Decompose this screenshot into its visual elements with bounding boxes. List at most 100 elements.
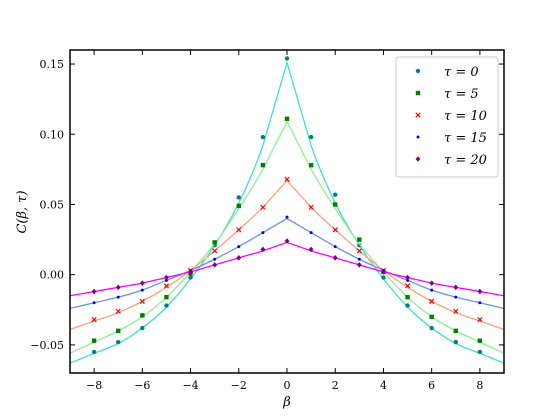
legend-marker bbox=[415, 112, 421, 118]
data-point bbox=[164, 278, 168, 282]
data-point bbox=[309, 231, 313, 235]
y-tick-label: 0.05 bbox=[40, 198, 65, 211]
data-point bbox=[236, 195, 241, 200]
data-point-stroke bbox=[453, 308, 459, 314]
data-point bbox=[284, 56, 290, 61]
series-2 bbox=[70, 176, 504, 331]
data-point bbox=[116, 339, 121, 345]
data-point bbox=[429, 298, 435, 305]
series-3 bbox=[70, 215, 504, 310]
data-point bbox=[357, 237, 362, 242]
data-point bbox=[308, 246, 314, 253]
data-point-stroke bbox=[115, 308, 121, 314]
data-point bbox=[477, 338, 483, 343]
legend-item: τ = 10 bbox=[415, 109, 487, 124]
data-point-stroke bbox=[284, 176, 290, 182]
data-point bbox=[140, 288, 144, 292]
data-point bbox=[91, 349, 97, 355]
data-point bbox=[164, 294, 169, 300]
data-point bbox=[260, 162, 266, 168]
data-point bbox=[115, 308, 121, 314]
data-point-stroke bbox=[308, 204, 314, 210]
legend-label: τ = 15 bbox=[444, 131, 487, 146]
legend-marker bbox=[416, 135, 420, 139]
data-point bbox=[91, 338, 97, 343]
series-4 bbox=[70, 238, 504, 297]
x-axis-label: β bbox=[282, 395, 291, 410]
data-point-stroke bbox=[260, 204, 266, 210]
data-point bbox=[260, 246, 266, 253]
legend-item: τ = 15 bbox=[416, 131, 487, 146]
x-tick-label: −4 bbox=[182, 379, 198, 392]
legend-marker bbox=[415, 156, 421, 162]
data-point bbox=[236, 203, 241, 209]
data-point bbox=[188, 275, 193, 280]
x-tick-label: 8 bbox=[476, 379, 483, 392]
data-point-stroke bbox=[236, 227, 242, 233]
data-point bbox=[164, 274, 169, 281]
data-point bbox=[332, 255, 338, 261]
data-point bbox=[453, 308, 459, 314]
data-point bbox=[212, 248, 218, 254]
legend-item: τ = 20 bbox=[415, 153, 487, 168]
data-point bbox=[116, 328, 121, 334]
x-tick-label: 4 bbox=[380, 379, 387, 392]
data-point-stroke bbox=[429, 298, 435, 305]
data-point bbox=[477, 349, 483, 355]
y-tick-label: −0.05 bbox=[30, 339, 64, 352]
legend-box bbox=[395, 56, 499, 178]
data-point-stroke bbox=[212, 248, 218, 254]
data-point bbox=[429, 325, 434, 331]
data-point bbox=[236, 227, 242, 233]
data-point bbox=[260, 204, 266, 210]
x-tick-label: 0 bbox=[284, 379, 291, 392]
y-tick-label: 0.10 bbox=[40, 128, 65, 141]
ticks-layer: −8 −6 −4 −2 0 2 4 6 8 −0.05 0.00 0.05 0.10 0.15 bbox=[30, 50, 504, 392]
data-point-stroke bbox=[163, 283, 170, 289]
legend-item: τ = 5 bbox=[415, 87, 479, 102]
legend: τ = 0 τ = 5 τ = 10 τ = 15 τ = 20 bbox=[395, 56, 499, 178]
data-point bbox=[92, 301, 96, 305]
data-point-stroke bbox=[356, 248, 362, 254]
data-point bbox=[381, 275, 386, 280]
x-tick-label: −2 bbox=[231, 379, 247, 392]
data-point bbox=[453, 339, 458, 345]
legend-label: τ = 0 bbox=[444, 65, 479, 80]
series-layer bbox=[70, 56, 504, 364]
data-point bbox=[333, 192, 338, 197]
data-point-stroke bbox=[91, 317, 97, 323]
data-point bbox=[477, 317, 483, 323]
data-point bbox=[333, 245, 337, 249]
data-point bbox=[308, 134, 314, 140]
data-point bbox=[357, 243, 362, 248]
data-point bbox=[405, 303, 410, 308]
data-point bbox=[261, 231, 265, 235]
data-point bbox=[164, 303, 169, 308]
data-point bbox=[188, 269, 193, 275]
data-point bbox=[405, 274, 410, 281]
data-point bbox=[115, 284, 121, 291]
fit-line-3 bbox=[70, 217, 504, 310]
data-point bbox=[453, 328, 458, 334]
data-point-stroke bbox=[332, 227, 338, 233]
data-point bbox=[284, 116, 290, 122]
data-point bbox=[260, 134, 266, 140]
data-point bbox=[139, 280, 145, 286]
data-point bbox=[91, 317, 97, 323]
data-point bbox=[405, 294, 410, 300]
data-point-stroke bbox=[404, 283, 411, 289]
data-point bbox=[237, 245, 241, 249]
y-tick-label: 0.00 bbox=[40, 269, 65, 282]
data-point bbox=[213, 257, 217, 261]
data-point bbox=[454, 295, 458, 299]
legend-marker-stroke bbox=[415, 112, 421, 118]
data-point bbox=[236, 255, 242, 261]
fit-line-2 bbox=[70, 179, 504, 331]
x-tick-label: −6 bbox=[134, 379, 150, 392]
data-point bbox=[477, 288, 483, 295]
data-point bbox=[478, 301, 482, 305]
y-axis-label: C(β, τ) bbox=[15, 190, 30, 233]
data-point bbox=[285, 215, 289, 219]
data-point bbox=[212, 240, 217, 245]
